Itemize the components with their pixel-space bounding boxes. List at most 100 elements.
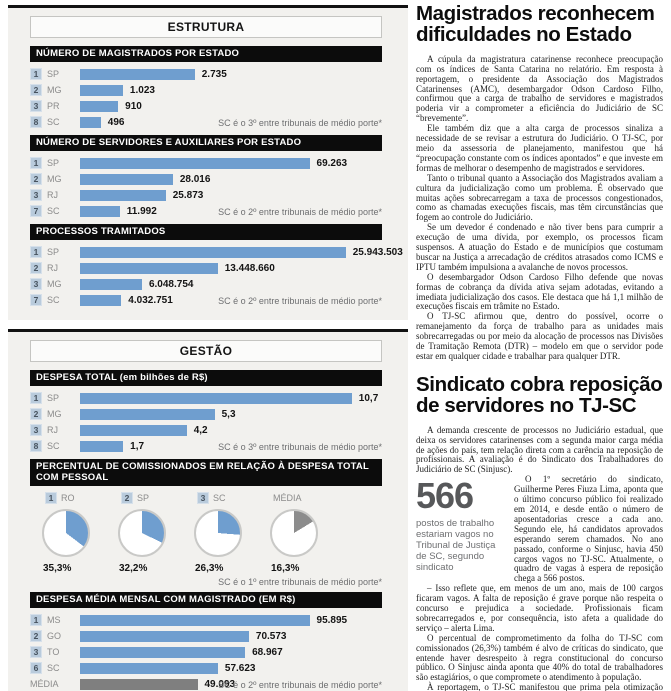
chart-row: 2 RJ 13.448.660 [30,260,382,276]
bar-track: 496 [80,116,382,128]
row-label: 2 MG [30,173,80,185]
article-paragraph: – Isso reflete que, em menos de um ano, … [416,583,663,633]
bar-value: 69.263 [316,157,348,169]
bar-value: 6.048.754 [148,278,194,290]
rank-badge: 7 [30,294,42,306]
rank-badge: 1 [30,392,42,404]
bar-track: 57.623 [80,662,382,674]
pie-value: 16,3% [271,563,300,574]
row-label: 1 MS [30,614,80,626]
article-headline: Magistrados reconhecem dificuldades no E… [416,2,655,46]
bar-track: 25.943.503 [80,246,403,258]
pie-value: 32,2% [119,563,148,574]
chart-note: SC é o 1º entre tribunais de médio porte… [218,577,382,587]
pie-column: 3 SC 26,3% [192,490,250,574]
bar [80,408,215,420]
chart-row: 2 MG 1.023 [30,82,382,98]
state-label: MÉDIA [273,492,302,503]
rank-badge: 2 [30,630,42,642]
chart-despesa-media: DESPESA MÉDIA MENSAL COM MAGISTRADO (EM … [30,592,382,691]
article-paragraph: Tanto o tribunal quanto a Associação dos… [416,172,663,223]
bar [80,205,120,217]
chart-row: 3 TO 68.967 [30,644,382,660]
article-paragraph: Se um devedor é condenado e não tiver be… [416,222,663,272]
chart-note: SC é o 2º entre tribunais de médio porte… [218,296,382,306]
chart-row: 8 SC 1,7 [30,438,382,454]
rank-badge: 1 [30,246,42,258]
row-label: 3 PR [30,100,80,112]
bar-track: 4.032.751 [80,294,382,306]
bar [80,440,124,452]
article-paragraph: O 1º secretário do sindicato, Guilherme … [514,474,663,584]
big-number: 566 [416,475,474,517]
big-number-caption: postos de trabalho estariam vagos no Tri… [416,518,496,574]
bar-value: 1.023 [129,84,155,96]
panel-estrutura: ESTRUTURA NÚMERO DE MAGISTRADOS POR ESTA… [8,5,408,320]
row-label: 3 RJ [30,424,80,436]
row-label: 7 SC [30,294,80,306]
state-label: SP [47,69,60,79]
bar-value: 70.573 [255,630,287,642]
state-label: MÉDIA [30,679,59,689]
rank-badge: 3 [197,491,209,504]
bar-value: 95.895 [316,614,348,626]
row-label: 1 SP [30,392,80,404]
state-label: SP [47,158,60,168]
rank-badge: 1 [30,68,42,80]
bar [80,424,187,436]
bar-track: 5,3 [80,408,382,420]
bar [80,100,119,112]
state-label: MS [47,615,61,625]
article-sindicato: Sindicato cobra reposição de servidores … [416,374,663,691]
rank-badge: 3 [30,424,42,436]
rank-badge: 3 [30,278,42,290]
chart-row: 6 SC 57.623 [30,660,382,676]
pie-value: 26,3% [195,563,224,574]
row-label: 1 SP [30,157,80,169]
bar-value: 2.735 [201,68,227,80]
bar-track: 69.263 [80,157,382,169]
state-label: GO [47,631,62,641]
chart-title: NÚMERO DE SERVIDORES E AUXILIARES POR ES… [30,135,382,151]
row-label: 8 SC [30,440,80,452]
state-label: SC [213,492,226,503]
chart-title: DESPESA TOTAL (em bilhões de R$) [30,370,382,386]
bar-track: 95.895 [80,614,382,626]
bar [80,84,123,96]
state-label: RJ [47,263,58,273]
chart-row: 2 MG 28.016 [30,171,382,187]
bar-track: 6.048.754 [80,278,382,290]
article-paragraph: Ele também diz que a alta carga de proce… [416,123,663,173]
bar-value: 49.093 [204,678,236,690]
chart-despesa-total: DESPESA TOTAL (em bilhões de R$) 1 SP 10,… [30,370,382,454]
chart-processos: PROCESSOS TRAMITADOS 1 SP 25.943.503 2 RJ … [30,224,403,308]
pie-column: 1 RO 35,3% [40,490,98,574]
chart-row: 1 SP 2.735 [30,66,382,82]
state-label: SP [137,492,150,503]
bar-value: 4.032.751 [128,294,173,306]
pie-chart [194,509,242,557]
chart-row: 7 SC 11.992 [30,203,382,219]
article-paragraph: O percentual de comprometimento da folha… [416,632,663,683]
state-label: PR [47,101,60,111]
bar-value: 4,2 [193,424,208,436]
row-label: 7 SC [30,205,80,217]
article-paragraph: A demanda crescente de processos no Judi… [416,424,663,475]
chart-row: 1 SP 69.263 [30,155,382,171]
pie-chart [270,509,318,557]
bar [80,68,195,80]
rank-badge: 8 [30,440,42,452]
article-paragraph: O desembargador Odson Cardoso Filho defe… [416,271,663,312]
bar [80,189,166,201]
row-label: 8 SC [30,116,80,128]
chart-row: 1 MS 95.895 [30,612,382,628]
state-label: RJ [47,190,58,200]
state-label: RJ [47,425,58,435]
state-label: SP [47,393,60,403]
chart-note: SC é o 3º entre tribunais de médio porte… [218,118,382,128]
chart-row: MÉDIA 49.093 [30,676,382,691]
state-label: TO [47,647,60,657]
chart-row: 8 SC 496 [30,114,382,130]
bar-track: 1.023 [80,84,382,96]
pie-row: 1 RO 35,3% 2 SP 32,2% 3 SC 26,3% [30,490,382,574]
